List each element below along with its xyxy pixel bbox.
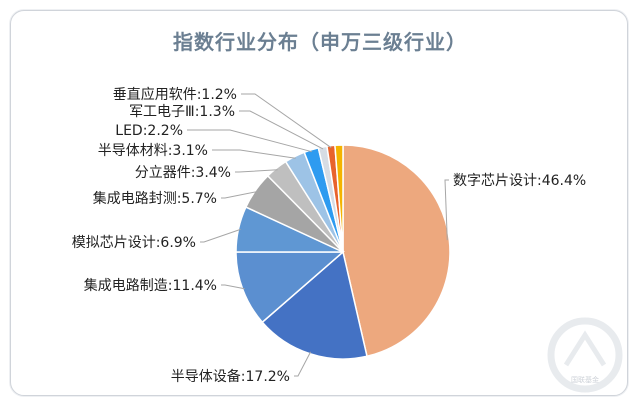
pie-slice: [342, 144, 451, 358]
slice-label: LED:2.2%: [115, 123, 183, 139]
slice-label: 半导体设备:17.2%: [171, 368, 290, 385]
watermark-logo: 国联基金: [547, 317, 623, 393]
leader-line: [241, 93, 332, 149]
leader-line: [235, 169, 278, 173]
slice-label: 军工电子Ⅲ:1.3%: [129, 104, 235, 120]
slice-label: 集成电路制造:11.4%: [84, 277, 217, 294]
leader-line: [212, 149, 296, 159]
pie-slice: [235, 251, 346, 324]
leader-line: [221, 284, 245, 290]
chart-title: 指数行业分布（申万三级行业）: [173, 30, 467, 54]
slice-label: 垂直应用软件:1.2%: [113, 86, 237, 103]
leader-line: [200, 228, 241, 243]
slice-label: 数字芯片设计:46.4%: [453, 173, 586, 189]
leader-line: [239, 110, 324, 150]
watermark-text: 国联基金: [571, 375, 599, 384]
slice-label: 集成电路封测:5.7%: [93, 190, 217, 207]
leader-line: [294, 351, 312, 377]
pie-slice: [334, 144, 344, 253]
leader-lines: [187, 93, 449, 377]
leader-line: [221, 191, 258, 199]
leader-line: [187, 129, 312, 153]
slice-label: 半导体材料:3.1%: [98, 143, 208, 159]
slice-label: 分立器件:3.4%: [135, 165, 231, 181]
slice-label: 模拟芯片设计:6.9%: [72, 235, 196, 251]
leader-line: [444, 179, 449, 241]
pie-slices: [235, 144, 451, 360]
slice-labels: 数字芯片设计:46.4% 半导体设备:17.2% 集成电路制造:11.4% 模拟芯片设…: [72, 86, 587, 385]
